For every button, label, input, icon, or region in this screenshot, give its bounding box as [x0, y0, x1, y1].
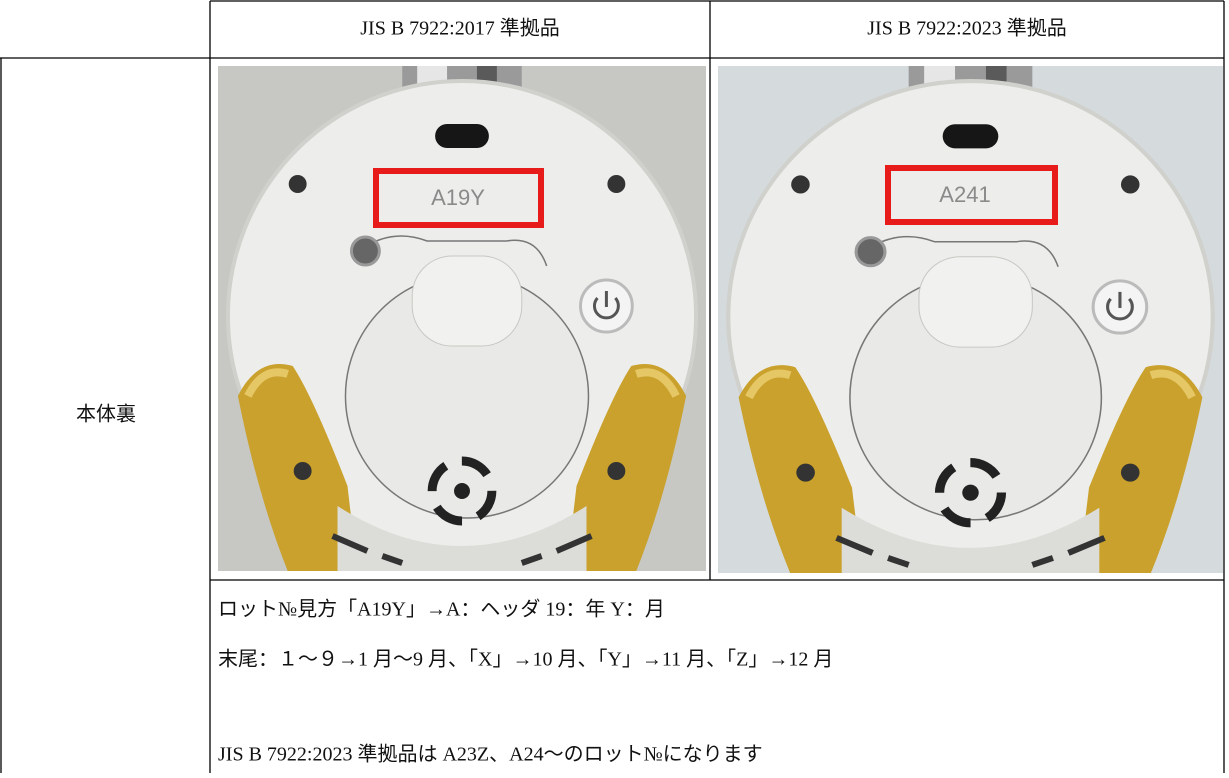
- lot-code: A19Y: [431, 185, 485, 210]
- note-line: ロット№見方「A19Y」→A：ヘッダ 19：年 Y：月: [218, 598, 665, 621]
- highlight-box: [373, 168, 544, 228]
- note-line: JIS B 7922:2023 準拠品は A23Z、A24～のロット№になります: [218, 743, 763, 766]
- note-line: 末尾：１～９→1 月～9 月、「X」→10 月、「Y」→11 月、「Z」→12 …: [218, 648, 833, 671]
- highlight-box: [885, 165, 1058, 225]
- header-cell: JIS B 7922:2023 準拠品: [867, 17, 1066, 40]
- header-cell: JIS B 7922:2017 準拠品: [360, 17, 559, 40]
- lot-code: A241: [939, 182, 990, 207]
- photo: A241: [718, 66, 1223, 573]
- row-label: 本体裏: [76, 403, 136, 426]
- photo: A19Y: [218, 66, 706, 571]
